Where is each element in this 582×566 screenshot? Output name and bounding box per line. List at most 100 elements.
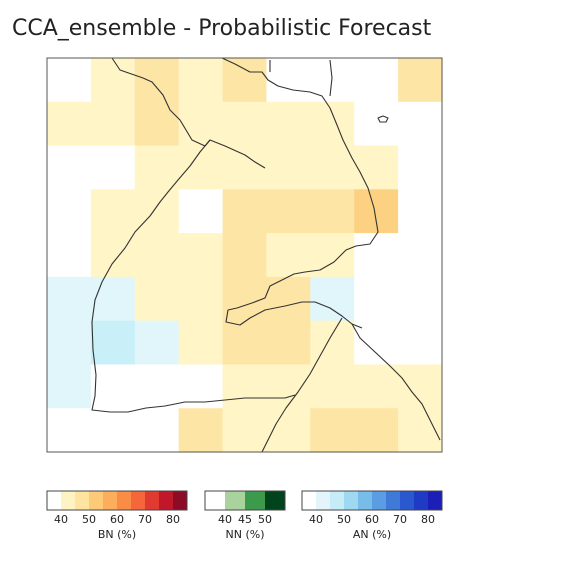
colorbar-swatch (358, 491, 373, 510)
grid-cell (266, 101, 311, 147)
colorbar-swatch (330, 491, 345, 510)
grid-cell (266, 364, 311, 409)
grid-cell (398, 145, 443, 190)
grid-cell (178, 233, 224, 278)
grid-cell (47, 408, 92, 453)
colorbar-tick-label: 50 (337, 513, 351, 526)
grid-cell (354, 101, 399, 147)
grid-cell (398, 189, 443, 234)
grid-cell (398, 320, 443, 366)
grid-cell (134, 233, 180, 278)
grid-cell (310, 58, 355, 103)
colorbar-swatch (344, 491, 359, 510)
colorbar-tick-label: 50 (258, 513, 272, 526)
colorbar-swatch (414, 491, 429, 510)
colorbar-swatch (103, 491, 118, 510)
grid-cell (266, 145, 311, 190)
colorbars (46, 490, 443, 511)
grid-cell (266, 320, 311, 366)
colorbar-swatch (400, 491, 415, 510)
grid-cell (90, 276, 136, 322)
grid-cell (90, 233, 136, 278)
grid-cell (47, 276, 92, 322)
colorbar-swatch (173, 491, 188, 510)
grid-cell (178, 320, 224, 366)
grid-cell (178, 276, 224, 322)
grid-cell (266, 233, 311, 278)
colorbar-swatch (61, 491, 76, 510)
grid-cell (310, 101, 355, 147)
grid-cell (310, 364, 355, 409)
colorbar-tick-label: 45 (238, 513, 252, 526)
grid-cell (222, 320, 268, 366)
grid-cell (90, 189, 136, 234)
grid-cell (310, 408, 355, 453)
grid-cell (354, 408, 399, 453)
colorbar-swatch (145, 491, 160, 510)
grid-cell (398, 58, 443, 103)
colorbar-frame (204, 490, 286, 511)
grid-cell (222, 408, 268, 453)
grid-cell (354, 364, 399, 409)
grid-cell (47, 145, 92, 190)
grid-cell (134, 145, 180, 190)
grid-cell (222, 58, 268, 103)
grid-cell (398, 276, 443, 322)
grid-cell (178, 101, 224, 147)
grid-cell (222, 364, 268, 409)
colorbar-swatch (428, 491, 443, 510)
colorbar-frame (46, 490, 188, 511)
colorbar-swatch (47, 491, 62, 510)
colorbar-swatch (225, 491, 246, 510)
grid-cell (310, 189, 355, 234)
colorbar-swatch (245, 491, 266, 510)
grid-cell (134, 101, 180, 147)
grid-cell (222, 101, 268, 147)
colorbar-swatch (75, 491, 90, 510)
grid-cell (266, 58, 311, 103)
grid-cell (354, 189, 399, 234)
grid-cell (47, 364, 92, 409)
grid-cell (47, 101, 92, 147)
colorbar-tick-label: 80 (166, 513, 180, 526)
grid-cell (178, 145, 224, 190)
colorbar-swatch (159, 491, 174, 510)
colorbar-tick-label: 40 (54, 513, 68, 526)
grid-cell (222, 145, 268, 190)
colorbar-tick-label: 40 (309, 513, 323, 526)
colorbar-tick-label: 50 (82, 513, 96, 526)
colorbar-label: BN (%) (97, 528, 137, 541)
grid-cell (90, 364, 136, 409)
colorbar-swatch (205, 491, 226, 510)
colorbar-swatch (316, 491, 331, 510)
coastline-borders (91, 57, 441, 453)
grid-cell (134, 364, 180, 409)
grid-cell (398, 233, 443, 278)
grid-cell (310, 320, 355, 366)
grid-cell (90, 145, 136, 190)
grid-cell (178, 408, 224, 453)
grid-cell (266, 189, 311, 234)
grid-cell (90, 58, 136, 103)
grid-cell (222, 276, 268, 322)
colorbar-tick-label: 70 (393, 513, 407, 526)
grid-cell (398, 101, 443, 147)
grid-cell (47, 233, 92, 278)
colorbar-swatch (89, 491, 104, 510)
grid-cell (134, 408, 180, 453)
colorbar-label: AN (%) (352, 528, 392, 541)
grid-cell (222, 233, 268, 278)
grid-cell (47, 320, 92, 366)
colorbar-tick-label: 70 (138, 513, 152, 526)
grid-cell (178, 189, 224, 234)
grid-cell (134, 320, 180, 366)
colorbar-tick-label: 60 (365, 513, 379, 526)
grid-cell (398, 408, 443, 453)
grid-cell (90, 408, 136, 453)
grid-cell (47, 58, 92, 103)
map-frame (46, 57, 443, 453)
grid-cell (266, 408, 311, 453)
grid-cell (178, 58, 224, 103)
colorbar-swatch (131, 491, 146, 510)
